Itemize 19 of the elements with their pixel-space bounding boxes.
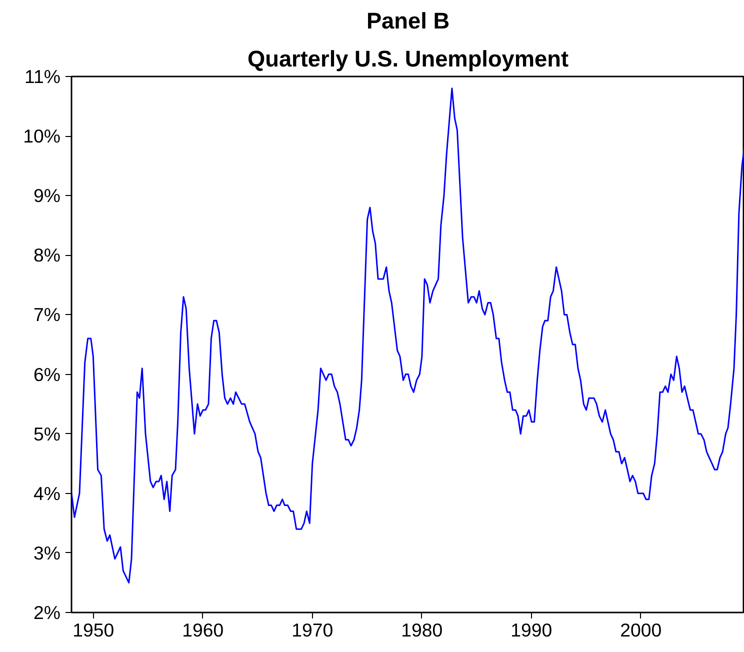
y-tick-label: 2% (34, 602, 61, 623)
y-tick-label: 4% (34, 482, 61, 504)
x-tick-label: 1950 (72, 620, 114, 640)
y-tick-label: 6% (34, 364, 61, 385)
x-tick-label: 1970 (292, 620, 334, 640)
x-tick-label: 1960 (182, 620, 224, 640)
chart-subtitle: Quarterly U.S. Unemployment (247, 46, 569, 72)
line-series (72, 88, 744, 584)
y-tick-label: 10% (23, 126, 61, 147)
x-tick-label: 2000 (620, 620, 662, 640)
chart-title: Panel B (366, 8, 450, 34)
y-tick-label: 3% (34, 542, 61, 564)
y-tick-label: 11% (24, 66, 61, 87)
y-tick-label: 8% (34, 244, 61, 266)
x-tick-label: 1980 (401, 620, 443, 640)
y-tick-label: 5% (34, 423, 61, 444)
y-tick-label: 7% (34, 304, 61, 326)
x-tick-label: 1990 (510, 620, 552, 640)
y-tick-label: 9% (34, 185, 61, 206)
